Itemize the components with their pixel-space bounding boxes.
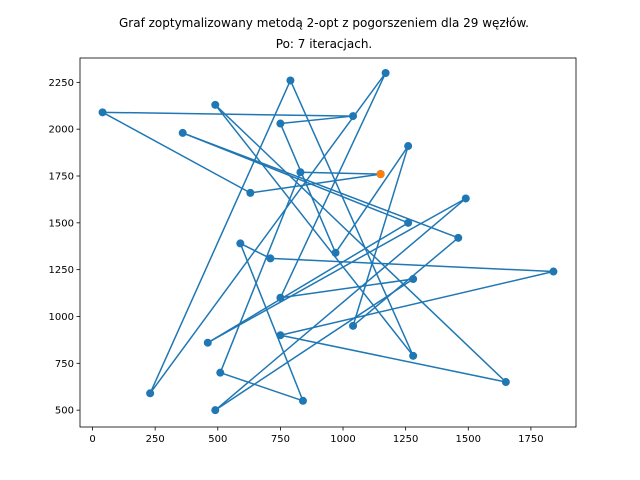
tour-edge [334,145,409,254]
node-marker [178,128,187,137]
node-marker [276,331,285,340]
node-marker [381,68,390,77]
x-tick-label: 0 [89,434,95,445]
x-tick-label: 500 [208,434,227,445]
tour-edge [214,278,414,411]
node-marker [266,254,275,263]
y-tick-label: 750 [55,359,74,370]
x-tick-label: 1000 [330,434,355,445]
node-marker [404,142,413,151]
node-marker [501,378,510,387]
x-tick-label: 250 [146,434,165,445]
node-marker [298,396,307,405]
node-marker [211,100,220,109]
plot-area [98,68,558,415]
tour-edge [279,278,414,299]
node-marker [404,218,413,227]
tour-edge [279,115,354,125]
y-tick-label: 1000 [49,312,74,323]
y-axis: 500 750 1000 1250 1500 1750 2000 2250 [49,78,80,417]
node-marker [216,368,225,377]
tour-edge [214,104,507,383]
node-marker [349,112,358,121]
x-tick-label: 750 [271,434,290,445]
node-marker [203,338,212,347]
y-tick-label: 500 [55,406,74,417]
node-marker [296,168,305,177]
node-marker [246,188,255,197]
tour-edge [219,371,304,402]
tour-edge [239,242,304,402]
tour-edge [181,132,409,224]
node-marker [409,275,418,284]
chart-title-line-1: Graf zoptymalizowany metodą 2-opt z pogo… [119,16,529,30]
node-marker [146,389,155,398]
tour-edge [279,122,337,254]
node-marker [349,321,358,330]
tour-edge [289,79,414,357]
x-tick-label: 1250 [393,434,418,445]
node-marker [331,248,340,257]
y-tick-label: 2000 [49,125,74,136]
node-marker [549,267,558,276]
node-marker [276,119,285,128]
axes-frame [79,57,577,428]
tour-edge [214,197,467,411]
node-marker [98,108,107,117]
x-tick-label: 1500 [456,434,481,445]
tour-edge [279,334,507,383]
tour-edge [214,104,414,357]
tour-edge [279,270,555,336]
y-tick-label: 1500 [49,218,74,229]
tour-edge [352,145,409,327]
node-marker [211,406,220,415]
x-axis: 0 250 500 750 1000 1250 1500 1750 [89,427,544,445]
tour-edge [269,257,555,273]
tour-edge [181,132,460,239]
tour-edge [149,72,387,395]
node-marker [236,239,245,248]
tour-edge [101,111,252,194]
node-marker [454,233,463,242]
tour-edge [101,111,354,117]
y-tick-label: 1250 [49,265,74,276]
tour-edge [299,171,382,175]
node-marker [286,76,295,85]
tour-edge [352,237,460,327]
tour-edge [207,222,409,344]
start-node-marker [376,170,385,179]
tour-edge [149,79,292,395]
tour-edge [219,171,302,374]
node-marker [461,194,470,203]
node-marker [276,293,285,302]
tour-edge [239,242,272,260]
y-tick-label: 1750 [49,172,74,183]
x-tick-label: 1750 [518,434,543,445]
chart-title-line-2: Po: 7 iteracjach. [276,37,372,51]
node-marker [409,351,418,360]
tour-edge [207,197,467,344]
y-tick-label: 2250 [49,78,74,89]
